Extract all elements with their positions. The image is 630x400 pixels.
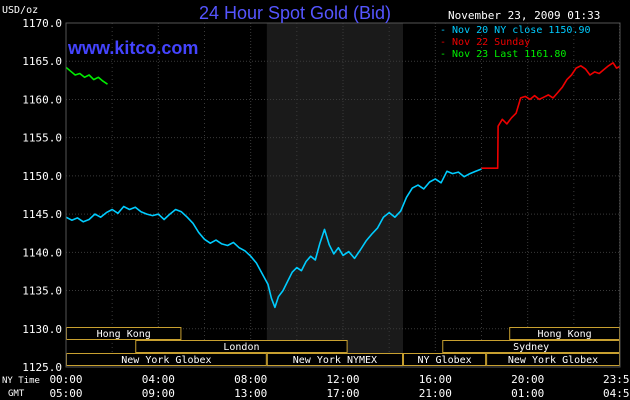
y-tick-label: 1165.0 [22, 55, 62, 68]
ny-time-row-label: NY Time [2, 376, 40, 386]
x-tick-label-gmt: 04:59 [603, 387, 630, 400]
x-tick-label-ny: 20:00 [511, 373, 544, 386]
y-tick-label: 1170.0 [22, 17, 62, 30]
x-tick-label-gmt: 21:00 [419, 387, 452, 400]
x-tick-label-ny: 04:00 [142, 373, 175, 386]
y-tick-label: 1150.0 [22, 170, 62, 183]
y-tick-label: 1130.0 [22, 323, 62, 336]
market-session-label: Hong Kong [97, 329, 151, 340]
gmt-row-label: GMT [8, 389, 25, 399]
x-tick-label-ny: 08:00 [234, 373, 267, 386]
x-tick-label-gmt: 01:00 [511, 387, 544, 400]
website-label: www.kitco.com [67, 38, 198, 58]
chart-title: 24 Hour Spot Gold (Bid) [199, 3, 391, 23]
market-session-label: New York NYMEX [293, 355, 377, 366]
market-session-label: New York Globex [121, 355, 211, 366]
market-session-label: Sydney [513, 342, 549, 353]
x-tick-label-gmt: 13:00 [234, 387, 267, 400]
timestamp: November 23, 2009 01:33 [448, 9, 600, 22]
y-axis-label: USD/oz [2, 5, 38, 16]
plot-frame [65, 22, 621, 368]
x-tick-label-gmt: 17:00 [326, 387, 359, 400]
y-tick-label: 1145.0 [22, 208, 62, 221]
y-tick-label: 1160.0 [22, 93, 62, 106]
y-tick-label: 1125.0 [22, 361, 62, 374]
series-line [481, 62, 620, 169]
x-tick-label-ny: 23:59 [603, 373, 630, 386]
market-session-label: Hong Kong [538, 329, 592, 340]
market-session-box [135, 340, 348, 353]
market-session-label: NY Globex [417, 355, 471, 366]
series-line [65, 66, 108, 85]
market-session-box [403, 353, 487, 366]
x-tick-label-ny: 16:00 [419, 373, 452, 386]
series-line [65, 168, 482, 309]
x-tick-label-gmt: 05:00 [49, 387, 82, 400]
legend-entry: - Nov 20 NY close 1150.90 [440, 25, 591, 36]
legend-entry: - Nov 22 Sunday [440, 37, 530, 48]
market-session-label: New York Globex [508, 355, 598, 366]
y-tick-label: 1140.0 [22, 246, 62, 259]
session-highlight [266, 23, 404, 367]
legend: - Nov 20 NY close 1150.90- Nov 22 Sunday… [440, 25, 591, 60]
y-tick-label: 1135.0 [22, 285, 62, 298]
x-tick-label-gmt: 09:00 [142, 387, 175, 400]
market-session-box [266, 353, 404, 366]
x-tick-label-ny: 12:00 [326, 373, 359, 386]
legend-entry: - Nov 23 Last 1161.80 [440, 49, 566, 60]
x-tick-label-ny: 00:00 [49, 373, 82, 386]
market-session-label: London [223, 342, 259, 353]
y-tick-label: 1155.0 [22, 132, 62, 145]
